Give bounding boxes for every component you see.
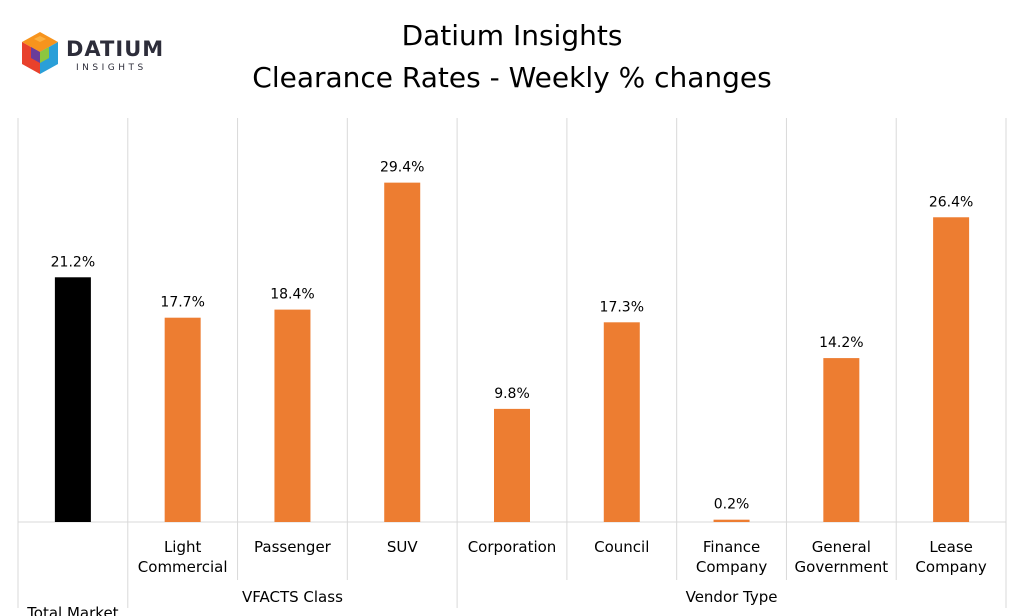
category-label: Finance	[703, 538, 760, 556]
data-label: 17.7%	[160, 295, 204, 311]
bar	[603, 322, 640, 522]
data-labels-layer: 21.2% 17.7% 18.4% 29.4% 9.8% 17.3% 0.2% 14.2% 26…	[51, 160, 974, 513]
data-label: 14.2%	[819, 335, 863, 351]
category-label: Company	[915, 558, 986, 576]
data-label: 21.2%	[51, 254, 95, 270]
bar	[494, 408, 530, 522]
bar	[274, 309, 311, 522]
data-label: 29.4%	[380, 160, 424, 176]
logo-word: DATIUM	[66, 37, 164, 61]
group-label: VFACTS Class	[242, 588, 343, 606]
chart-title-line-2: Clearance Rates - Weekly % changes	[252, 61, 771, 94]
data-label: 17.3%	[600, 299, 644, 315]
category-label: General	[812, 538, 871, 556]
category-label: Light	[164, 538, 202, 556]
bar	[933, 217, 970, 523]
bars-layer	[54, 182, 970, 523]
category-label: Council	[594, 538, 649, 556]
data-label: 26.4%	[929, 194, 973, 210]
bar	[54, 277, 91, 522]
category-label: SUV	[387, 538, 419, 556]
category-labels-layer: Total Market Light Commercial Passenger SUV C…	[26, 538, 987, 616]
group-label: Vendor Type	[686, 588, 778, 606]
category-label: Company	[696, 558, 767, 576]
data-label: 18.4%	[270, 287, 314, 303]
bar	[823, 358, 860, 522]
category-label: Total Market	[26, 604, 118, 616]
category-label: Commercial	[138, 558, 228, 576]
logo-subtitle: INSIGHTS	[76, 63, 147, 73]
category-label: Government	[795, 558, 889, 576]
bar	[713, 519, 750, 522]
datium-logo: DATIUM INSIGHTS	[22, 32, 164, 74]
data-label: 9.8%	[494, 386, 530, 402]
chart-title-line-1: Datium Insights	[402, 19, 623, 52]
logo-cube-icon	[22, 32, 58, 74]
category-label: Corporation	[468, 538, 557, 556]
category-label: Lease	[929, 538, 973, 556]
group-labels-layer: VFACTS Class Vendor Type	[242, 588, 778, 606]
bar	[164, 317, 201, 522]
category-label: Passenger	[254, 538, 332, 556]
bar	[384, 182, 421, 522]
data-label: 0.2%	[714, 497, 750, 513]
